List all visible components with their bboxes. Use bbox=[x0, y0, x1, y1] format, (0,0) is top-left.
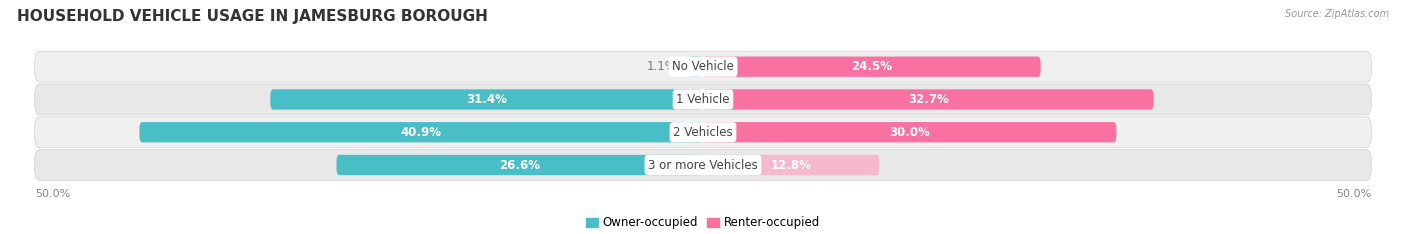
Text: 2 Vehicles: 2 Vehicles bbox=[673, 126, 733, 139]
Text: 1 Vehicle: 1 Vehicle bbox=[676, 93, 730, 106]
FancyBboxPatch shape bbox=[703, 122, 1116, 143]
FancyBboxPatch shape bbox=[703, 57, 1040, 77]
FancyBboxPatch shape bbox=[35, 84, 1371, 115]
FancyBboxPatch shape bbox=[139, 122, 703, 143]
Text: 12.8%: 12.8% bbox=[770, 158, 811, 172]
Text: HOUSEHOLD VEHICLE USAGE IN JAMESBURG BOROUGH: HOUSEHOLD VEHICLE USAGE IN JAMESBURG BOR… bbox=[17, 9, 488, 24]
Text: No Vehicle: No Vehicle bbox=[672, 60, 734, 73]
FancyBboxPatch shape bbox=[35, 150, 1371, 180]
FancyBboxPatch shape bbox=[35, 51, 1371, 82]
FancyBboxPatch shape bbox=[703, 89, 1153, 110]
FancyBboxPatch shape bbox=[688, 57, 703, 77]
Text: Source: ZipAtlas.com: Source: ZipAtlas.com bbox=[1285, 9, 1389, 19]
Text: 50.0%: 50.0% bbox=[35, 189, 70, 199]
FancyBboxPatch shape bbox=[35, 117, 1371, 148]
FancyBboxPatch shape bbox=[270, 89, 703, 110]
Text: 40.9%: 40.9% bbox=[401, 126, 441, 139]
Text: 50.0%: 50.0% bbox=[1336, 189, 1371, 199]
Text: 1.1%: 1.1% bbox=[647, 60, 676, 73]
Legend: Owner-occupied, Renter-occupied: Owner-occupied, Renter-occupied bbox=[581, 212, 825, 234]
Text: 26.6%: 26.6% bbox=[499, 158, 540, 172]
FancyBboxPatch shape bbox=[336, 155, 703, 175]
Text: 30.0%: 30.0% bbox=[890, 126, 929, 139]
Text: 24.5%: 24.5% bbox=[851, 60, 893, 73]
Text: 31.4%: 31.4% bbox=[467, 93, 508, 106]
FancyBboxPatch shape bbox=[703, 155, 879, 175]
Text: 3 or more Vehicles: 3 or more Vehicles bbox=[648, 158, 758, 172]
Text: 32.7%: 32.7% bbox=[908, 93, 949, 106]
